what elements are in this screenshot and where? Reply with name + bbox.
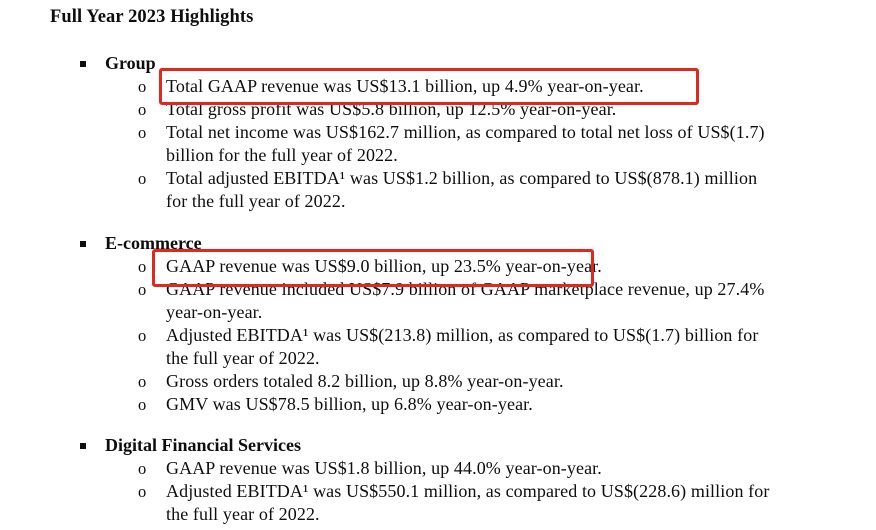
- list-item: o Adjusted EBITDA¹ was US$550.1 million,…: [0, 480, 876, 526]
- item-line: Adjusted EBITDA¹ was US$(213.8) million,…: [166, 325, 759, 345]
- circle-bullet-icon: o: [138, 372, 147, 391]
- item-line: the full year of 2022.: [166, 504, 320, 524]
- circle-bullet-icon: o: [138, 77, 147, 96]
- section-header: E-commerce: [0, 232, 876, 255]
- section-ecommerce: E-commerce o GAAP revenue was US$9.0 bil…: [0, 232, 876, 416]
- square-bullet-icon: [80, 443, 86, 449]
- item-line: GAAP revenue included US$7.9 billion of …: [166, 279, 765, 299]
- list-item: o GAAP revenue was US$9.0 billion, up 23…: [0, 255, 876, 278]
- item-line: GAAP revenue was US$9.0 billion, up 23.5…: [166, 256, 602, 276]
- square-bullet-icon: [80, 61, 86, 67]
- list-item: o GAAP revenue was US$1.8 billion, up 44…: [0, 457, 876, 480]
- list-item: o Total adjusted EBITDA¹ was US$1.2 bill…: [0, 167, 876, 213]
- section-label: Digital Financial Services: [105, 435, 301, 455]
- item-line: the full year of 2022.: [166, 348, 320, 368]
- list-item: o Total net income was US$162.7 million,…: [0, 121, 876, 167]
- circle-bullet-icon: o: [138, 395, 147, 414]
- item-line: Adjusted EBITDA¹ was US$550.1 million, a…: [166, 481, 770, 501]
- item-line: billion for the full year of 2022.: [166, 145, 398, 165]
- circle-bullet-icon: o: [138, 169, 147, 188]
- item-line: Total GAAP revenue was US$13.1 billion, …: [166, 76, 644, 96]
- circle-bullet-icon: o: [138, 280, 147, 299]
- circle-bullet-icon: o: [138, 459, 147, 478]
- list-item: o Gross orders totaled 8.2 billion, up 8…: [0, 370, 876, 393]
- page-title: Full Year 2023 Highlights: [50, 7, 254, 27]
- circle-bullet-icon: o: [138, 326, 147, 345]
- circle-bullet-icon: o: [138, 123, 147, 142]
- item-line: for the full year of 2022.: [166, 191, 346, 211]
- item-line: Total net income was US$162.7 million, a…: [166, 122, 765, 142]
- list-item: o GAAP revenue included US$7.9 billion o…: [0, 278, 876, 324]
- square-bullet-icon: [80, 241, 86, 247]
- circle-bullet-icon: o: [138, 257, 147, 276]
- section-digital-financial-services: Digital Financial Services o GAAP revenu…: [0, 434, 876, 526]
- item-line: Gross orders totaled 8.2 billion, up 8.8…: [166, 371, 564, 391]
- section-header: Group: [0, 52, 876, 75]
- list-item: o GMV was US$78.5 billion, up 6.8% year-…: [0, 393, 876, 416]
- circle-bullet-icon: o: [138, 482, 147, 501]
- section-group: Group o Total GAAP revenue was US$13.1 b…: [0, 52, 876, 213]
- list-item: o Total gross profit was US$5.8 billion,…: [0, 98, 876, 121]
- circle-bullet-icon: o: [138, 100, 147, 119]
- item-line: GAAP revenue was US$1.8 billion, up 44.0…: [166, 458, 602, 478]
- section-header: Digital Financial Services: [0, 434, 876, 457]
- section-label: E-commerce: [105, 233, 202, 253]
- list-item: o Adjusted EBITDA¹ was US$(213.8) millio…: [0, 324, 876, 370]
- list-item: o Total GAAP revenue was US$13.1 billion…: [0, 75, 876, 98]
- section-label: Group: [105, 53, 156, 73]
- item-line: Total adjusted EBITDA¹ was US$1.2 billio…: [166, 168, 758, 188]
- item-line: Total gross profit was US$5.8 billion, u…: [166, 99, 617, 119]
- item-line: GMV was US$78.5 billion, up 6.8% year-on…: [166, 394, 533, 414]
- item-line: year-on-year.: [166, 302, 263, 322]
